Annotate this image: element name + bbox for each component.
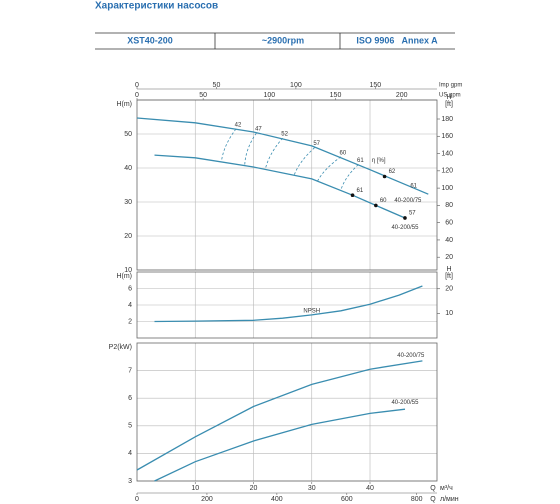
efficiency-label: 47 [255, 127, 262, 133]
efficiency-line [264, 137, 283, 170]
y2-tick-label: 10 [445, 310, 453, 317]
curve-label: 40-200/75 [394, 198, 422, 204]
top-axis-tick-label: 150 [370, 82, 382, 89]
top-axis-tick-label: 100 [290, 82, 302, 89]
bottom-axis-unit: л/мин [440, 496, 459, 503]
curve-label: 40-200/55 [391, 225, 419, 231]
duty-point [382, 174, 387, 179]
bottom-axis-tick-label: 20 [250, 485, 258, 492]
y2-axis-label: H [446, 94, 451, 101]
y2-axis-label: H [446, 266, 451, 273]
y2-tick-label: 80 [445, 202, 453, 209]
bottom-axis-q: Q [430, 485, 436, 492]
curve-label: 40-200/55 [391, 400, 419, 406]
efficiency-label: 61 [357, 158, 364, 164]
y2-axis-label: [ft] [445, 101, 453, 108]
curve [154, 154, 406, 219]
y-tick-label: 20 [124, 233, 132, 240]
bottom-axis-tick-label: 10 [191, 485, 199, 492]
y-tick-label: 6 [128, 285, 132, 292]
y-tick-label: 50 [124, 131, 132, 138]
y2-tick-label: 20 [445, 254, 453, 261]
page-title: Характеристики насосов [95, 1, 218, 12]
y2-tick-label: 20 [445, 286, 453, 293]
y2-tick-label: 60 [445, 220, 453, 227]
y-tick-label: 4 [128, 450, 132, 457]
curve [154, 408, 406, 482]
y2-tick-label: 160 [441, 133, 453, 140]
efficiency-line [317, 156, 342, 182]
duty-point-label: 57 [409, 211, 416, 217]
top-axis-tick-label: 0 [135, 82, 139, 89]
top-axis-tick-label: 200 [396, 92, 408, 99]
top-axis-tick-label: 0 [135, 92, 139, 99]
y-tick-label: 10 [124, 267, 132, 274]
plot-frame [136, 99, 438, 271]
bottom-axis-tick-label: 600 [341, 496, 353, 503]
efficiency-label: 42 [235, 122, 242, 128]
y2-tick-label: 100 [441, 185, 453, 192]
bottom-axis-tick-label: 800 [411, 496, 423, 503]
efficiency-line [244, 132, 257, 165]
top-axis-tick-label: 100 [263, 92, 275, 99]
header-table: XST40-200 ~2900rpm ISO 9906 Annex A [95, 32, 455, 50]
bottom-axis-tick-label: 30 [308, 485, 316, 492]
top-axis-tick-label: 50 [213, 82, 221, 89]
y2-tick-label: 40 [445, 237, 453, 244]
duty-point [374, 203, 378, 208]
y-tick-label: 2 [128, 318, 132, 325]
header-cell: XST40-200 [127, 35, 173, 45]
bottom-axis-unit: м³/ч [440, 485, 453, 492]
plot-frame [136, 271, 438, 339]
y-tick-label: 3 [128, 478, 132, 485]
y-tick-label: 6 [128, 395, 132, 402]
top-axis-label: US gpm [439, 93, 461, 99]
bottom-axis-tick-label: 400 [271, 496, 283, 503]
y-tick-label: 30 [124, 199, 132, 206]
curve-label: 40-200/75 [397, 353, 425, 359]
duty-point-label: 60 [380, 198, 387, 204]
duty-point [403, 216, 407, 220]
y-tick-label: 40 [124, 165, 132, 172]
annotation: 61 [410, 184, 417, 190]
duty-point [350, 193, 355, 197]
curve [136, 360, 423, 471]
bottom-axis-q: Q [430, 496, 436, 503]
header-cell: ~2900rpm [262, 35, 304, 45]
y2-tick-label: 140 [441, 150, 453, 157]
efficiency-line [221, 128, 237, 162]
top-axis-label: Imp gpm [439, 83, 462, 89]
y-axis-label: H(m) [116, 273, 132, 280]
y2-tick-label: 180 [441, 116, 453, 123]
curve [154, 285, 423, 323]
y-tick-label: 7 [128, 367, 132, 374]
bottom-axis-tick-label: 200 [201, 496, 213, 503]
plot-frame [136, 342, 438, 482]
bottom-axis-tick-label: 0 [135, 496, 139, 503]
top-axis-tick-label: 150 [330, 92, 342, 99]
bottom-axis-tick-label: 40 [366, 485, 374, 492]
y-tick-label: 4 [128, 302, 132, 309]
y2-tick-label: 120 [441, 168, 453, 175]
y-tick-label: 5 [128, 423, 132, 430]
header-cell: ISO 9906 Annex A [356, 35, 438, 45]
top-axis-tick-label: 50 [199, 92, 207, 99]
efficiency-line [293, 147, 315, 175]
curve-label: NPSH [303, 308, 320, 314]
y2-axis-label: [ft] [445, 273, 453, 280]
duty-point-label: 62 [389, 169, 396, 175]
efficiency-title: η [%] [372, 158, 386, 164]
y-axis-label: P2(kW) [109, 344, 132, 351]
duty-point-label: 61 [357, 188, 364, 194]
y-axis-label: H(m) [116, 101, 132, 108]
efficiency-label: 60 [340, 150, 347, 156]
efficiency-label: 57 [313, 141, 320, 147]
efficiency-label: 52 [281, 132, 288, 138]
efficiency-line [340, 164, 359, 191]
curve [136, 117, 429, 195]
